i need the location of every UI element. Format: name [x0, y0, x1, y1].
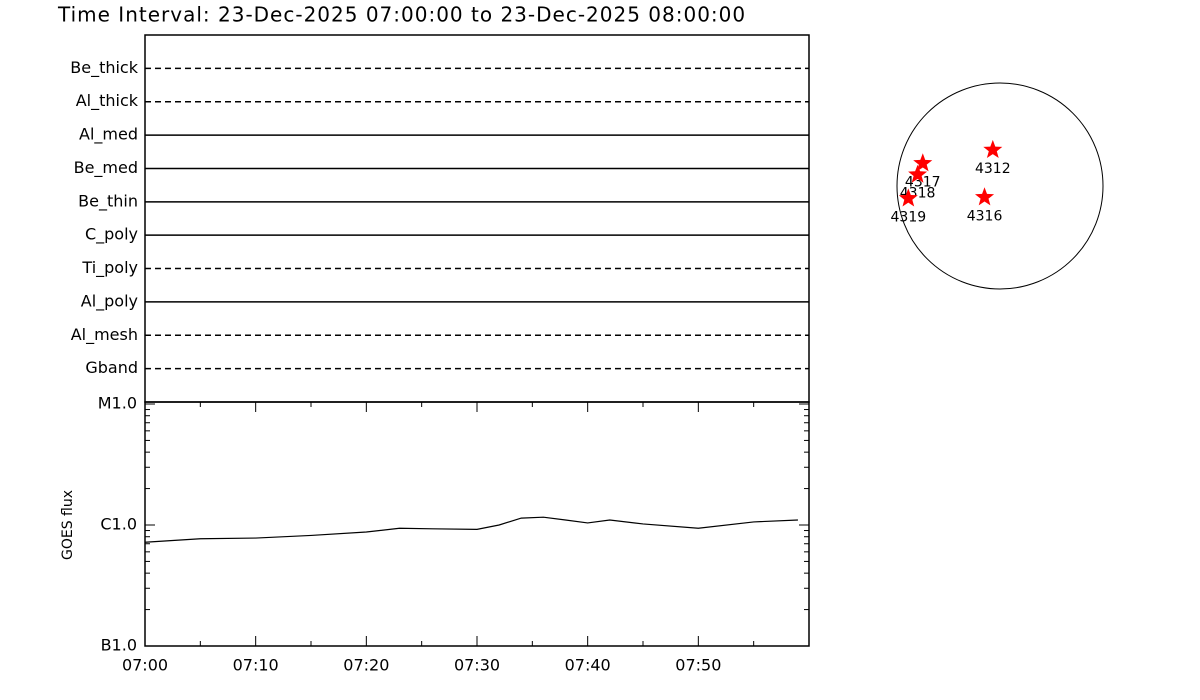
filter-label: Be_thin [78, 191, 138, 211]
filter-label: Al_med [79, 125, 138, 145]
goes-line [144, 516, 798, 543]
filter-label: Ti_poly [81, 258, 138, 278]
region-star [983, 139, 1003, 158]
y-tick-label: C1.0 [100, 515, 137, 534]
filter-label: Al_poly [81, 291, 138, 311]
filter-label: Gband [85, 358, 138, 377]
filter-label: Be_thick [70, 58, 138, 78]
chart-title: Time Interval: 23-Dec-2025 07:00:00 to 2… [57, 3, 746, 27]
y-axis-label: GOES flux [60, 490, 76, 560]
x-tick-label: 07:50 [675, 656, 721, 675]
region-star [898, 188, 918, 207]
filter-label: Be_med [74, 158, 138, 178]
region-label: 4316 [967, 208, 1003, 224]
y-tick-label: B1.0 [101, 636, 137, 655]
x-tick-label: 07:40 [565, 656, 611, 675]
region-star [913, 153, 933, 172]
region-star [975, 187, 995, 206]
filter-label: C_poly [85, 225, 138, 245]
panel-frame [144, 34, 810, 403]
filter-label: Al_thick [76, 91, 139, 111]
region-label: 4312 [975, 161, 1011, 177]
x-tick-label: 07:30 [454, 656, 500, 675]
x-tick-label: 07:20 [343, 656, 389, 675]
panel-frame [144, 401, 810, 647]
region-star [908, 164, 928, 183]
y-tick-label: M1.0 [98, 394, 137, 413]
region-label: 4319 [891, 209, 927, 225]
x-tick-label: 07:10 [233, 656, 279, 675]
solar-disk [896, 82, 1104, 290]
x-tick-label: 07:00 [122, 656, 168, 675]
filter-label: Al_mesh [71, 325, 138, 345]
